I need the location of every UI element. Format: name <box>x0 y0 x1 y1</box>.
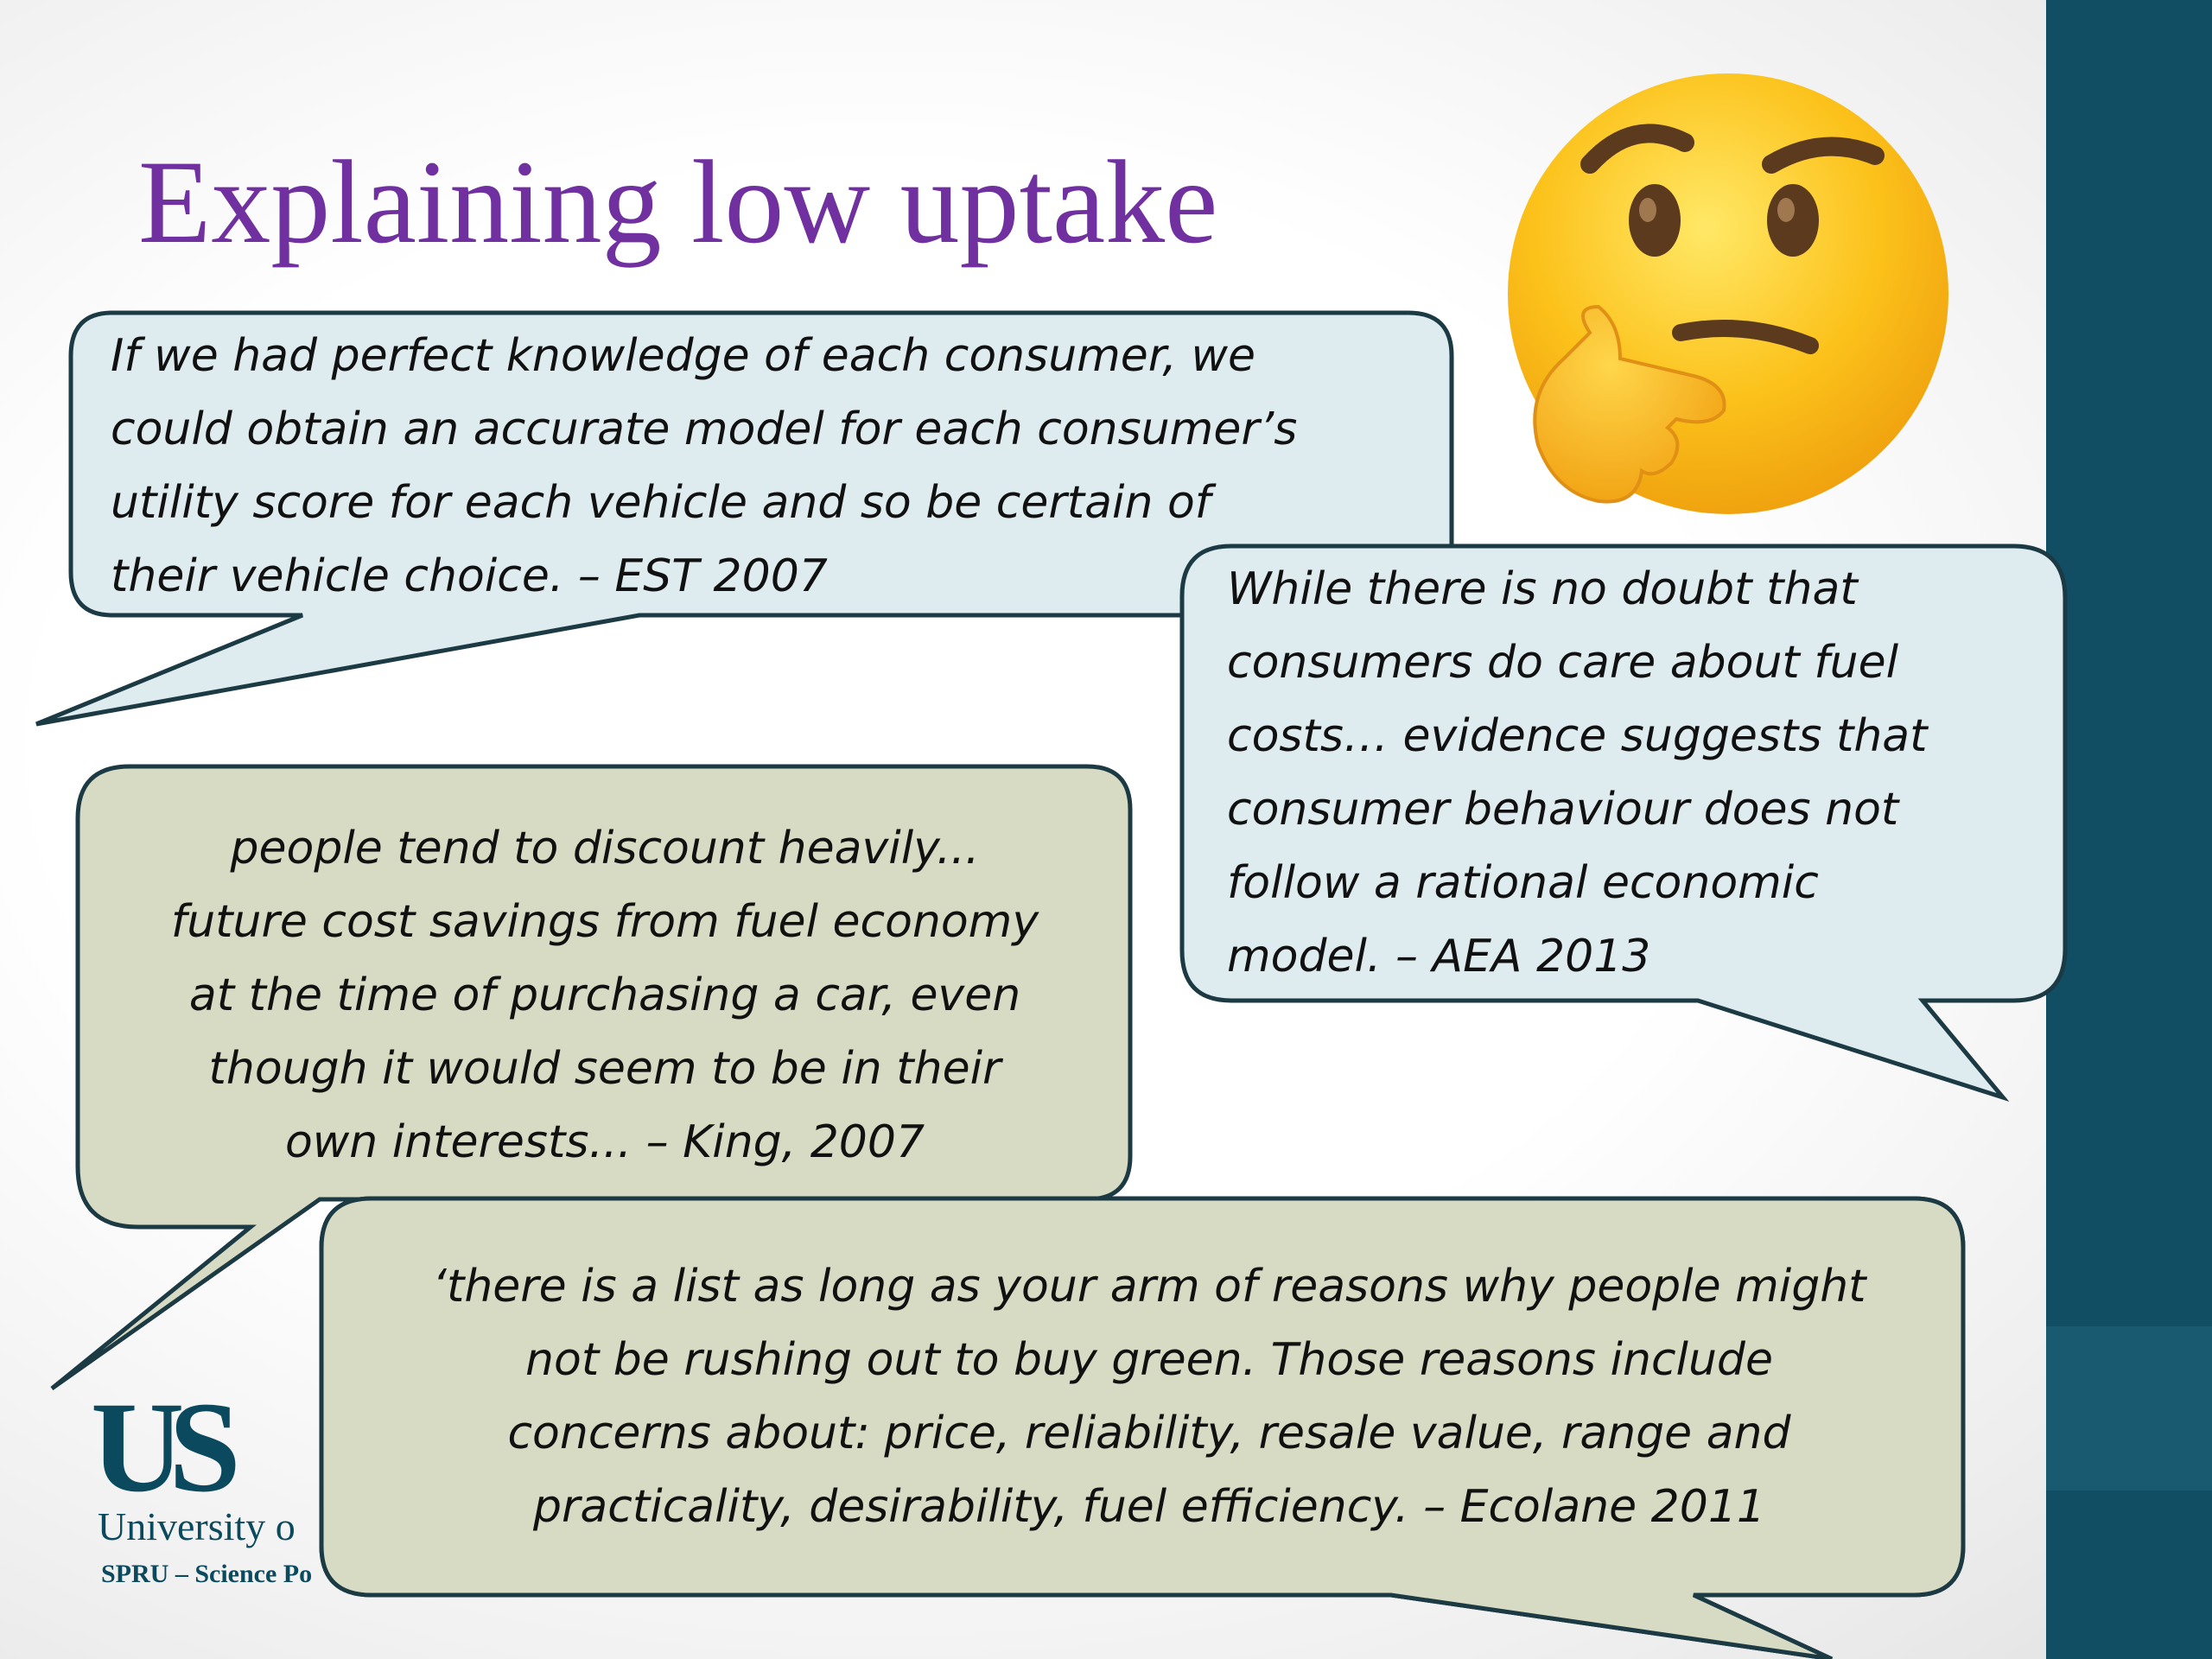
university-logo: US University o SPRU – Science Po <box>91 1382 350 1599</box>
quote-aea-2013: While there is no doubt that consumers d… <box>1227 553 2005 994</box>
quote-ecolane-2011: ‘there is a list as long as your arm of … <box>337 1250 1961 1544</box>
quote-line: future cost savings from fuel economy <box>170 896 1039 948</box>
quote-line: at the time of purchasing a car, even <box>188 969 1021 1021</box>
quote-line: their vehicle choice. – EST 2007 <box>111 550 828 602</box>
quote-line: practicality, desirability, fuel efficie… <box>532 1481 1765 1533</box>
quote-line: though it would seem to be in their <box>208 1043 1001 1095</box>
quote-line: model. – AEA 2013 <box>1227 931 1651 982</box>
quote-line: While there is no doubt that <box>1227 563 1858 615</box>
quote-est-2007: If we had perfect knowledge of each cons… <box>111 320 1424 613</box>
quote-line: ‘there is a list as long as your arm of … <box>432 1261 1866 1313</box>
speech-bubble-est <box>35 310 1454 727</box>
quote-line: utility score for each vehicle and so be… <box>111 477 1211 529</box>
quote-line: not be rushing out to buy green. Those r… <box>525 1334 1773 1386</box>
quote-line: costs… evidence suggests that <box>1227 710 1928 762</box>
logo-department: SPRU – Science Po <box>101 1560 313 1588</box>
quote-line: consumers do care about fuel <box>1227 637 1899 689</box>
slide-title: Explaining low uptake <box>138 136 1218 268</box>
quote-line: consumer behaviour does not <box>1227 784 1899 836</box>
speech-bubble-aea <box>1179 543 2068 1102</box>
quote-line: people tend to discount heavily... <box>230 823 980 874</box>
quote-king-2007: people tend to discount heavily... futur… <box>104 812 1106 1179</box>
quote-line: If we had perfect knowledge of each cons… <box>111 330 1255 382</box>
quote-line: concerns about: price, reliability, resa… <box>507 1408 1791 1459</box>
thinking-face-icon <box>1508 73 1948 514</box>
quote-line: own interests... – King, 2007 <box>284 1116 925 1168</box>
quote-line: follow a rational economic <box>1227 857 1819 909</box>
logo-mark: US <box>91 1376 241 1519</box>
right-accent-band-highlight <box>2046 1326 2212 1491</box>
quote-line: could obtain an accurate model for each … <box>111 404 1298 455</box>
speech-bubble-king <box>50 764 1133 1391</box>
logo-university-name: University o <box>98 1504 296 1548</box>
